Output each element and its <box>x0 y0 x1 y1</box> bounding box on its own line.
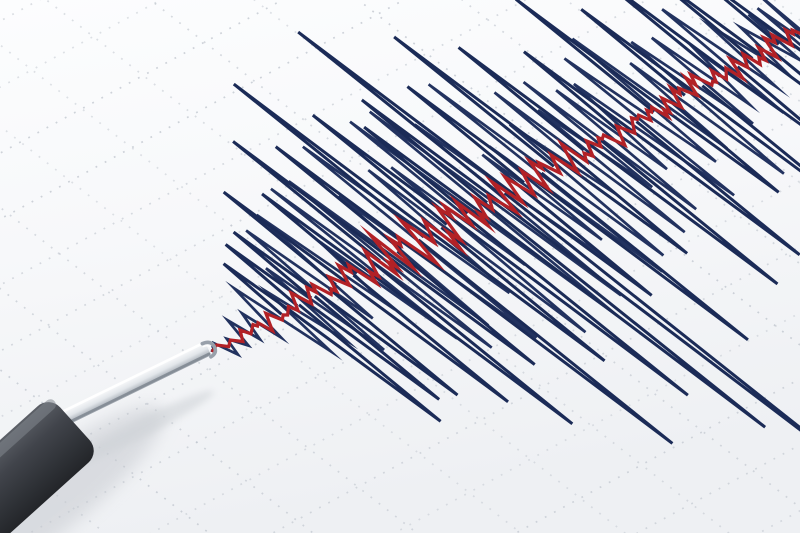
blue-waveform <box>210 0 800 479</box>
pen-nib <box>200 340 218 359</box>
seismograph-pen <box>0 340 218 533</box>
pen-nib-highlight <box>202 345 213 350</box>
seismogram-trace <box>210 0 800 479</box>
pen-arm <box>0 399 94 533</box>
pen-rod <box>62 340 218 424</box>
red-ink-line <box>210 26 800 353</box>
